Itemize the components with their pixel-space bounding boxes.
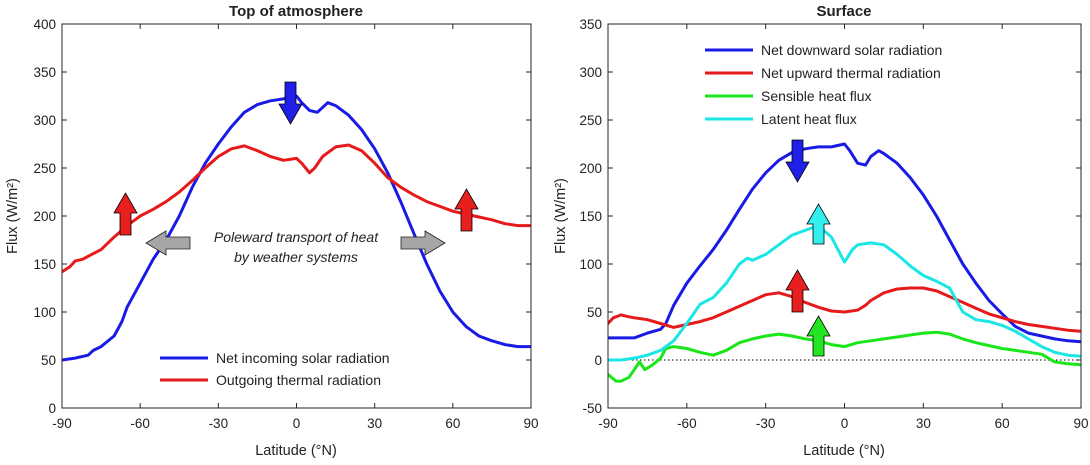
x-ticks: -90 -60 -30 0 30 60 90 xyxy=(52,24,539,431)
x-tick-label: 0 xyxy=(841,416,849,431)
x-tick-label: 90 xyxy=(523,416,538,431)
legend-label: Net incoming solar radiation xyxy=(216,350,390,366)
arrow-incoming-solar-icon xyxy=(278,81,303,125)
series-group xyxy=(608,142,1081,383)
y-tick-label: 100 xyxy=(33,305,56,320)
x-tick-label: 60 xyxy=(995,416,1010,431)
panel-top-of-atmosphere: Top of atmosphere 0501001502002503003504… xyxy=(5,3,539,459)
x-tick-label: 90 xyxy=(1073,416,1088,431)
series-line-sensible-heat-flux xyxy=(608,330,1081,383)
arrow-outgoing-thermal-left-icon xyxy=(113,192,138,236)
x-tick-label: -90 xyxy=(52,416,72,431)
y-tick-label: 350 xyxy=(579,17,602,32)
annotation-line-1: Poleward transport of heat xyxy=(214,229,379,245)
arrow-solar-down-icon xyxy=(785,139,810,183)
legend-label: Net upward thermal radiation xyxy=(761,65,941,81)
arrow-sensible-up-icon xyxy=(806,315,831,357)
y-tick-label: 250 xyxy=(33,161,56,176)
arrow-outgoing-thermal-right-icon xyxy=(454,188,479,232)
legend-label: Outgoing thermal radiation xyxy=(216,372,381,388)
x-tick-label: 30 xyxy=(367,416,382,431)
y-tick-label: 200 xyxy=(33,209,56,224)
series-line-net-downward-solar-radiation xyxy=(608,142,1081,344)
y-axis-label: Flux (W/m²) xyxy=(553,178,569,254)
x-tick-label: 0 xyxy=(293,416,301,431)
annotation-line-2: by weather systems xyxy=(234,249,358,265)
legend-label: Sensible heat flux xyxy=(761,88,872,104)
arrow-poleward-right-icon xyxy=(400,230,446,256)
x-axis-label: Latitude (°N) xyxy=(255,443,337,459)
plot-frame xyxy=(607,23,1082,409)
arrow-thermal-up-icon xyxy=(785,269,810,313)
y-tick-label: 400 xyxy=(33,17,56,32)
plot-frame xyxy=(61,23,532,409)
x-axis-label: Latitude (°N) xyxy=(803,443,885,459)
x-tick-label: -60 xyxy=(130,416,150,431)
y-tick-label: 0 xyxy=(48,401,56,416)
x-tick-label: -30 xyxy=(756,416,776,431)
chart-title: Top of atmosphere xyxy=(229,3,363,20)
y-ticks: 0 50 100 150 200 250 300 350 400 xyxy=(33,17,531,416)
legend-label: Latent heat flux xyxy=(761,111,857,127)
y-ticks: -50 0 50 100 150 200 250 300 350 xyxy=(579,17,1081,416)
y-tick-label: 250 xyxy=(579,113,602,128)
arrow-latent-up-icon xyxy=(806,203,831,245)
x-tick-label: 30 xyxy=(916,416,931,431)
legend-label: Net downward solar radiation xyxy=(761,42,942,58)
y-tick-label: 100 xyxy=(579,257,602,272)
x-tick-label: 60 xyxy=(445,416,460,431)
y-axis-label: Flux (W/m²) xyxy=(5,178,21,254)
y-tick-label: 300 xyxy=(33,113,56,128)
chart-title: Surface xyxy=(816,3,871,20)
arrow-poleward-left-icon xyxy=(145,230,191,256)
y-tick-label: 350 xyxy=(33,65,56,80)
y-tick-label: 50 xyxy=(41,353,56,368)
x-tick-label: -30 xyxy=(209,416,229,431)
x-ticks: -90 -60 -30 0 30 60 90 xyxy=(598,24,1089,431)
y-tick-label: 300 xyxy=(579,65,602,80)
y-tick-label: 200 xyxy=(579,161,602,176)
y-tick-label: 150 xyxy=(579,209,602,224)
legend: Net downward solar radiation Net upward t… xyxy=(705,42,942,127)
y-tick-label: 0 xyxy=(594,353,602,368)
y-tick-label: 50 xyxy=(587,305,602,320)
legend: Net incoming solar radiation Outgoing the… xyxy=(160,350,390,388)
x-tick-label: -90 xyxy=(598,416,618,431)
x-tick-label: -60 xyxy=(677,416,697,431)
y-tick-label: 150 xyxy=(33,257,56,272)
y-tick-label: -50 xyxy=(582,401,602,416)
series-line-net-upward-thermal-radiation xyxy=(608,286,1081,333)
series-line-latent-heat-flux xyxy=(608,224,1081,362)
